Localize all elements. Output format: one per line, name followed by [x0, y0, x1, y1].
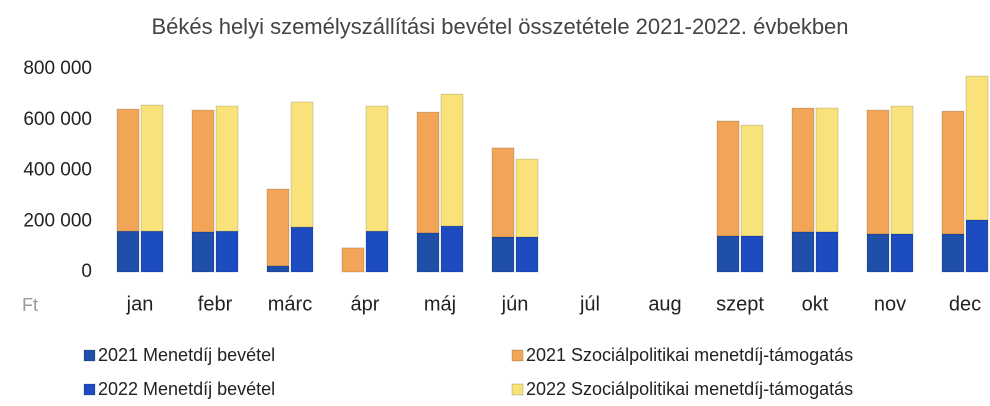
bar-segment: [140, 104, 164, 232]
legend-swatch: [511, 349, 524, 362]
bar-segment: [965, 219, 989, 273]
bar-segment: [941, 110, 965, 235]
y-axis-label: Ft: [22, 295, 38, 315]
bar-segment: [191, 109, 215, 233]
bar-segment: [290, 226, 314, 273]
legend-swatch: [83, 383, 96, 396]
bar-segment: [416, 111, 440, 234]
bar-segment: [365, 105, 389, 232]
x-tick-label: jún: [501, 293, 529, 315]
bar-segment: [740, 235, 764, 273]
bar-segment: [440, 93, 464, 227]
bar-segment: [515, 236, 539, 273]
bar-segment: [866, 233, 890, 273]
bar-segment: [791, 107, 815, 233]
legend-label: 2022 Menetdíj bevétel: [98, 379, 275, 399]
bar-segment: [815, 107, 839, 233]
bar-segment: [965, 75, 989, 221]
bar-segment: [716, 235, 740, 273]
x-tick-label: ápr: [351, 293, 380, 315]
bar-segment: [290, 101, 314, 228]
bar-segment: [416, 232, 440, 273]
chart-title: Békés helyi személyszállítási bevétel ös…: [151, 14, 848, 39]
bar-segment: [791, 231, 815, 273]
bar-segment: [815, 231, 839, 273]
bar-segment: [491, 147, 515, 238]
x-tick-label: aug: [648, 293, 681, 315]
bar-segment: [440, 225, 464, 273]
x-tick-label: febr: [198, 293, 233, 315]
bar-segment: [890, 233, 914, 273]
bar-segment: [515, 158, 539, 238]
bar-segment: [716, 120, 740, 237]
x-tick-label: máj: [424, 293, 456, 315]
x-tick-label: márc: [268, 293, 312, 315]
bar-segment: [341, 247, 365, 273]
bar-segment: [215, 105, 239, 232]
bar-segment: [941, 233, 965, 273]
bar-segment: [266, 265, 290, 273]
bar-segment: [266, 188, 290, 267]
y-tick-label: 0: [81, 261, 92, 282]
x-tick-label: júl: [579, 293, 600, 315]
bar-segment: [866, 109, 890, 235]
x-tick-label: dec: [949, 293, 981, 315]
y-tick-label: 400 000: [23, 160, 92, 181]
bar-segment: [365, 230, 389, 273]
bar-segment: [215, 230, 239, 273]
y-tick-label: 800 000: [23, 58, 92, 79]
x-tick-label: nov: [874, 293, 906, 315]
bar-segment: [116, 108, 140, 232]
legend-label: 2022 Szociálpolitikai menetdíj-támogatás: [526, 379, 853, 399]
bar-segment: [116, 230, 140, 273]
legend-label: 2021 Szociálpolitikai menetdíj-támogatás: [526, 345, 853, 365]
y-tick-label: 600 000: [23, 109, 92, 130]
bar-segment: [890, 105, 914, 235]
bar-segment: [140, 230, 164, 273]
legend-swatch: [83, 349, 96, 362]
bar-segment: [191, 231, 215, 273]
y-tick-label: 200 000: [23, 210, 92, 231]
legend-swatch: [511, 383, 524, 396]
x-tick-label: jan: [126, 293, 154, 315]
bar-segment: [740, 124, 764, 237]
bar-segment: [491, 236, 515, 273]
legend-label: 2021 Menetdíj bevétel: [98, 345, 275, 365]
x-tick-label: okt: [802, 293, 829, 315]
x-tick-label: szept: [716, 293, 764, 315]
